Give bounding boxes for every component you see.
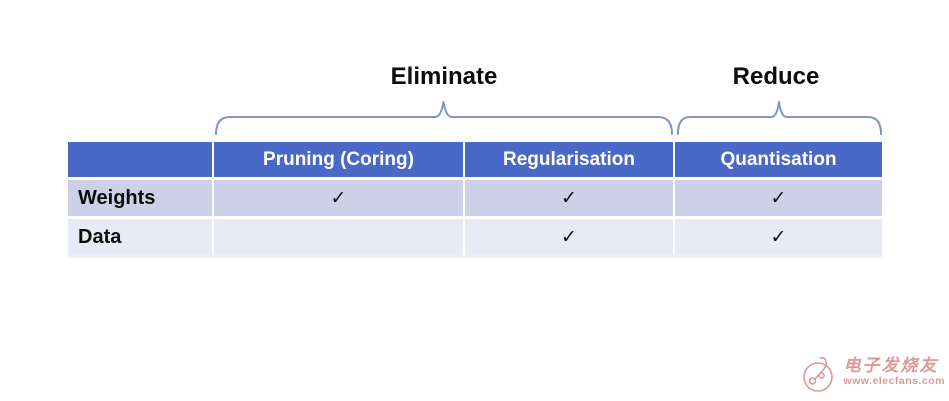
compression-methods-table: Pruning (Coring) Regularisation Quantisa… — [68, 142, 882, 258]
header-cell-quantisation: Quantisation — [675, 142, 882, 177]
watermark-site-name: 电子发烧友 — [843, 355, 939, 375]
row-label-weights: Weights — [68, 180, 212, 216]
cell-data-quantisation: ✓ — [675, 219, 882, 255]
header-cell-pruning: Pruning (Coring) — [214, 142, 463, 177]
cell-weights-quantisation: ✓ — [675, 180, 882, 216]
cell-weights-pruning: ✓ — [214, 180, 463, 216]
elecfans-logo-icon — [803, 356, 834, 392]
reduce-brace — [677, 101, 882, 135]
cell-data-regularisation: ✓ — [465, 219, 673, 255]
row-label-data: Data — [68, 219, 212, 255]
group-label-reduce: Reduce — [732, 63, 820, 90]
watermark-site-url: www.elecfans.com — [843, 374, 945, 387]
watermark: 电子发烧友 www.elecfans.com — [799, 349, 945, 395]
header-cell-empty — [68, 142, 212, 177]
eliminate-brace — [215, 101, 673, 135]
cell-weights-regularisation: ✓ — [465, 180, 673, 216]
group-label-eliminate: Eliminate — [390, 63, 498, 90]
cell-data-pruning — [214, 219, 463, 255]
header-cell-regularisation: Regularisation — [465, 142, 673, 177]
